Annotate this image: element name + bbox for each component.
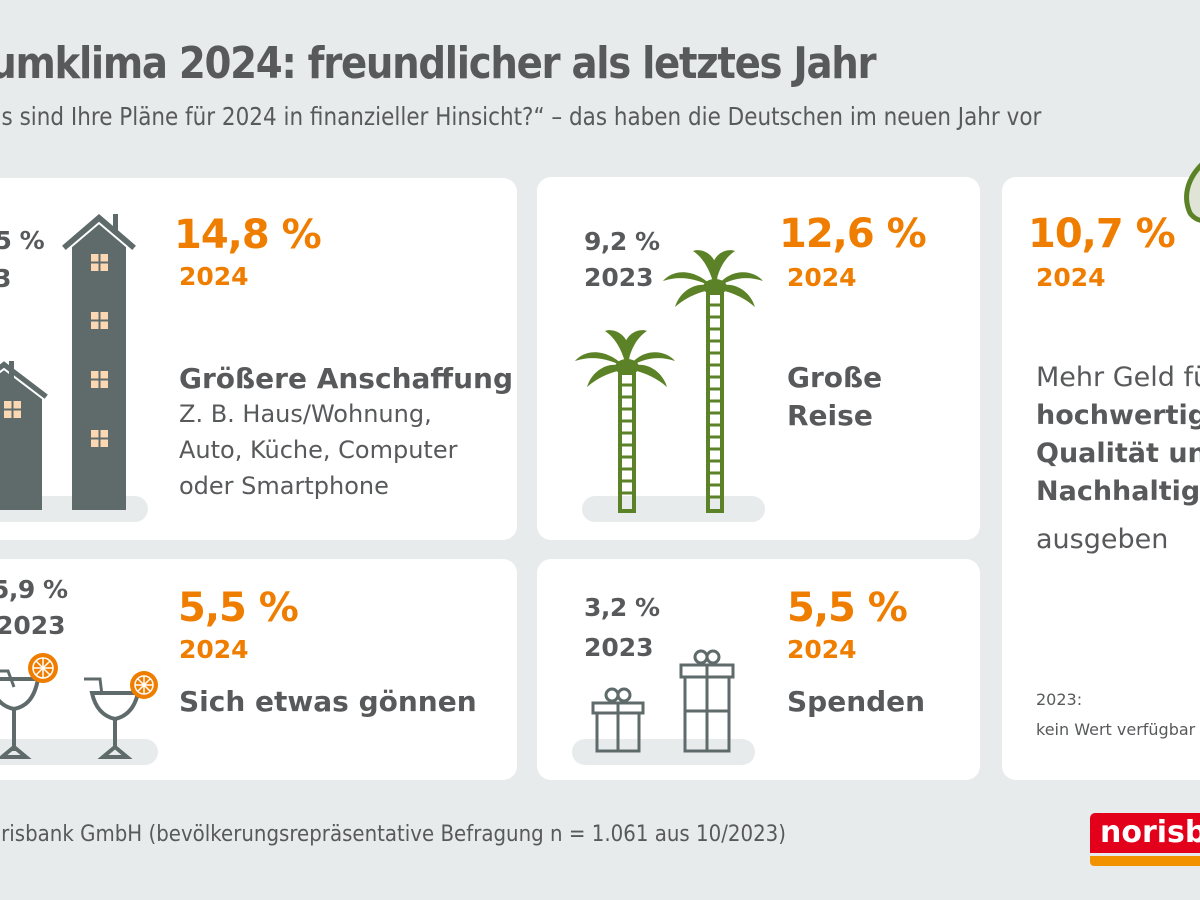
category-desc-line: ausgeben [1036,524,1169,555]
category-label: Größere Anschaffung [179,362,513,395]
category-desc-line: Mehr Geld für [1036,362,1200,393]
year-2024-label: 2024 [787,635,857,664]
note-year: 2023: [1036,690,1083,709]
note-no-value: kein Wert verfügbar [1036,720,1196,739]
year-2023-label: 2023 [584,633,654,662]
year-2023-label: 2023 [584,263,654,292]
value-2023: 3,2 % [584,593,660,622]
year-2024-label: 2024 [1036,263,1106,292]
tall-building-icon [62,214,136,510]
small-palm-tree-icon [575,330,675,513]
card-goennen: 5,9 % 2023 5,5 % 2024 Sich etwas gönnen [0,559,517,780]
value-2024: 10,7 % [1028,211,1176,257]
value-2023: 9,2 % [584,227,660,256]
tall-palm-tree-icon [663,250,763,513]
logo-orange-bar [1090,856,1200,866]
card-qualitaet: 10,7 % 2024 Mehr Geld für hochwertige Qu… [1002,162,1200,780]
card-spenden: 3,2 % 2023 5,5 % 2024 Spenden [537,559,980,780]
logo-red-bar [1090,813,1200,853]
leaf-icon [1184,162,1200,223]
source-note: Quelle: norisbank GmbH (bevölkerungsrepr… [0,822,786,847]
category-desc-line: Z. B. Haus/Wohnung, [179,400,432,428]
year-2023-label: 2023 [0,611,66,640]
category-desc-line: Auto, Küche, Computer [179,436,458,464]
page-subtitle: „Was sind Ihre Pläne für 2024 in finanzi… [0,102,1042,131]
card-anschaffung: …5 % 2023 14,8 % 2024 Größere Anschaffun… [0,178,517,540]
ground-shadow [582,496,765,522]
value-2023: …5 % [0,226,45,255]
value-2024: 5,5 % [787,585,908,631]
year-2024-label: 2024 [179,262,249,291]
category-label-line: hochwertige [1036,400,1200,431]
ground-shadow [0,739,158,765]
card-reise: 9,2 % 2023 12,6 % 2024 [537,177,980,540]
tall-gift-icon [679,649,735,753]
category-label: Sich etwas gönnen [179,685,477,718]
value-2024: 12,6 % [779,211,927,257]
year-2023-label: 2023 [0,264,12,293]
small-house-icon [0,361,48,510]
category-label: Spenden [787,685,926,718]
category-desc-line: oder Smartphone [179,472,389,500]
cocktail-glass-icon [84,671,158,759]
category-label-line: Nachhaltigkeit [1036,476,1200,507]
category-label-line: Große [787,361,883,394]
category-label-line: Reise [787,399,873,432]
page-title: Konsumklima 2024: freundlicher als letzt… [0,38,877,89]
norisbank-logo: norisbank [1090,813,1200,868]
logo-text: norisbank [1100,815,1200,850]
cocktail-glass-icon [0,653,58,759]
value-2023: 5,9 % [0,575,68,604]
year-2024-label: 2024 [787,263,857,292]
value-2024: 5,5 % [178,585,299,631]
value-2024: 14,8 % [174,212,322,258]
category-label-line: Qualität und [1036,438,1200,469]
year-2024-label: 2024 [179,635,249,664]
small-gift-icon [591,687,645,753]
